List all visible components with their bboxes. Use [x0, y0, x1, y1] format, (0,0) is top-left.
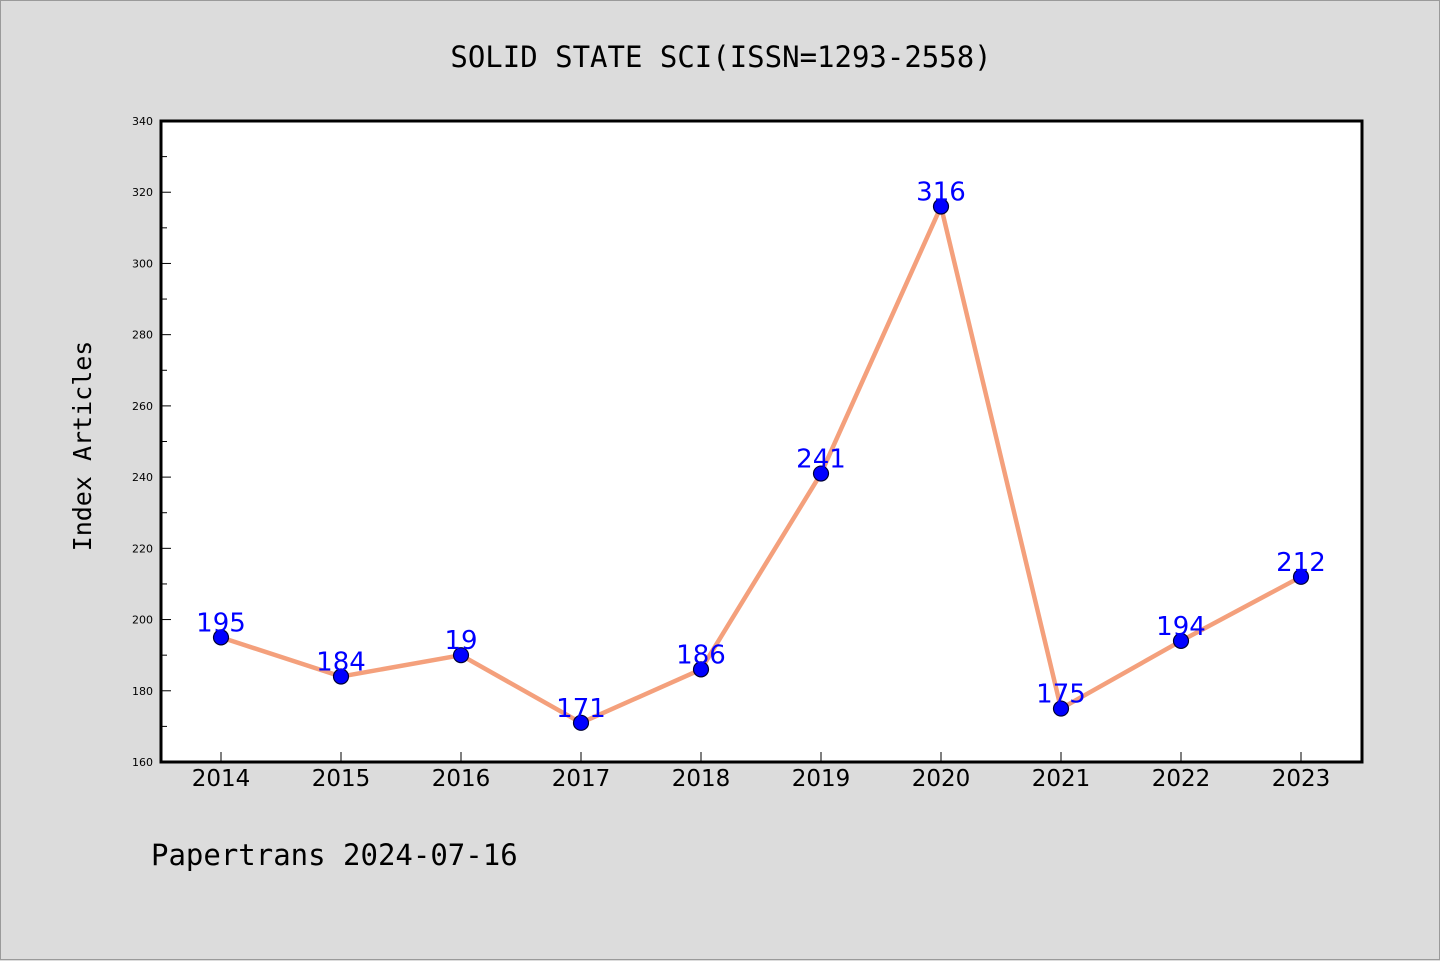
data-point-marker [572, 714, 590, 731]
x-tick-label: 2014 [192, 766, 251, 792]
y-tick-label: 340 [132, 115, 153, 128]
footer-text: Papertrans 2024-07-16 [151, 838, 518, 872]
y-tick-label: 180 [132, 685, 153, 698]
y-tick-label: 260 [132, 400, 153, 413]
series-line [218, 204, 1304, 726]
data-point-marker [332, 668, 350, 685]
y-axis: 160 180 200 220 240 260 280 300 320 340 [132, 115, 171, 769]
data-label: 184 [316, 648, 366, 678]
x-axis: 2014 2015 2016 2017 2018 2019 2020 2021 2022 2023 [192, 752, 1331, 792]
data-label: 171 [556, 694, 606, 724]
x-tick-label: 2019 [792, 766, 851, 792]
x-tick-label: 2016 [432, 766, 491, 792]
data-point-marker [932, 198, 950, 215]
x-tick-label: 2018 [672, 766, 731, 792]
y-tick-label: 300 [132, 257, 153, 270]
data-point-marker [692, 661, 710, 678]
x-tick-label: 2017 [552, 766, 611, 792]
data-point-marker [212, 629, 230, 646]
data-label: 194 [1156, 612, 1206, 642]
data-label: 175 [1036, 680, 1086, 710]
data-point-marker [1172, 632, 1190, 650]
x-tick-label: 2020 [912, 766, 971, 792]
marker-group [212, 198, 1310, 731]
y-tick-label: 280 [132, 329, 153, 342]
data-point-marker [452, 647, 470, 664]
data-label: 316 [916, 177, 966, 207]
y-tick-label: 240 [132, 471, 153, 484]
data-label: 19 [444, 626, 477, 656]
data-point-marker [1292, 568, 1310, 585]
x-tick-label: 2015 [312, 766, 371, 792]
y-tick-label: 160 [132, 756, 153, 769]
data-label: 241 [796, 445, 846, 475]
data-label-group: 195 184 19 171 186 241 316 175 194 212 [196, 177, 1326, 723]
data-label: 186 [676, 640, 726, 670]
y-tick-label: 200 [132, 614, 153, 627]
series-line-group [218, 204, 1304, 726]
y-tick-label: 320 [132, 186, 153, 199]
y-axis-label: Index Articles [68, 341, 97, 552]
data-point-marker [812, 465, 830, 482]
data-label: 212 [1276, 548, 1326, 578]
y-tick-label: 220 [132, 542, 153, 555]
chart-title: SOLID STATE SCI(ISSN=1293-2558) [450, 40, 991, 74]
x-tick-label: 2022 [1152, 766, 1211, 792]
plot-area [161, 121, 1362, 762]
x-tick-label: 2021 [1032, 766, 1091, 792]
data-label: 195 [196, 608, 246, 638]
x-tick-label: 2023 [1272, 766, 1331, 792]
plot-border [159, 119, 1364, 764]
data-point-marker [1052, 700, 1070, 717]
